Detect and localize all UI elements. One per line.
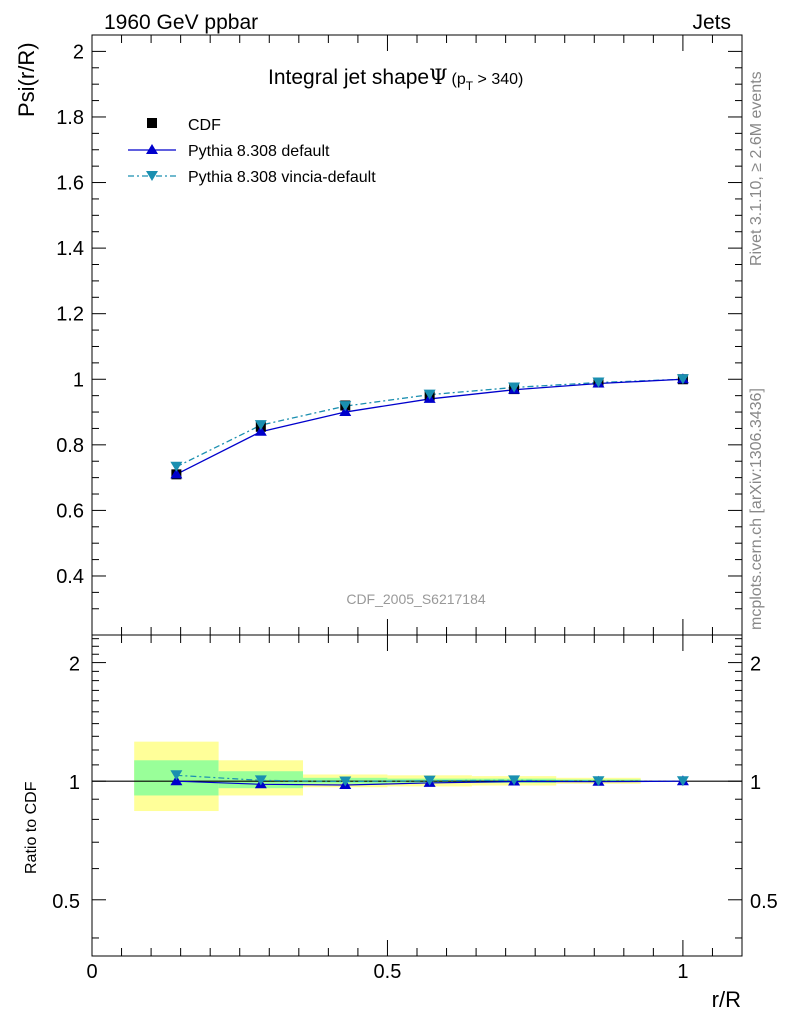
ratio-y-tick-label: 0.5 [52, 891, 80, 913]
x-axis-label: r/R [712, 987, 741, 1012]
plot-title: Integral jet shapeΨ (pT > 340) [268, 65, 523, 93]
data-point-vincia [170, 461, 183, 472]
main-y-tick-label: 1.2 [56, 304, 84, 326]
x-tick-label: 0.5 [374, 961, 402, 983]
main-y-tick-label: 1.8 [56, 107, 84, 129]
main-ylabel: Psi(r/R) [14, 42, 39, 117]
data-point-vincia [423, 389, 436, 400]
ratio-point-vincia [170, 770, 183, 781]
data-point-vincia [592, 377, 605, 388]
ratio-point-vincia [592, 776, 605, 787]
main-y-tick-label: 2 [73, 41, 84, 63]
ratio-point-vincia [508, 775, 521, 786]
legend: CDF Pythia 8.308 default Pythia 8.308 vi… [128, 117, 376, 186]
data-point-vincia [508, 382, 521, 393]
title-symbol: Ψ [429, 65, 447, 89]
analysis-watermark: CDF_2005_S6217184 [346, 591, 486, 607]
header-left: 1960 GeV ppbar [104, 11, 258, 34]
legend-marker-cdf [147, 118, 157, 128]
title-sub-open: (p [452, 71, 466, 88]
ratio-point-vincia [339, 776, 352, 787]
main-y-tick-label: 1 [73, 369, 84, 391]
x-tick-label: 0 [86, 961, 97, 983]
legend-label-default: Pythia 8.308 default [188, 143, 330, 160]
ratio-plot-frame [91, 634, 743, 957]
title-main: Integral jet shape [268, 66, 429, 89]
data-point-vincia [254, 420, 267, 431]
main-y-tick-label: 0.4 [56, 566, 84, 588]
ratio-point-vincia [423, 775, 436, 786]
data-point-default [254, 425, 267, 436]
legend-marker-default [146, 144, 158, 154]
ratio-ylabel: Ratio to CDF [23, 781, 40, 874]
data-point-vincia [339, 401, 352, 412]
legend-marker-vincia [146, 171, 158, 181]
main-y-tick-label: 1.6 [56, 173, 84, 195]
data-point-default [170, 468, 183, 479]
data-point-vincia [676, 374, 689, 385]
title-sub-index: T [466, 79, 474, 93]
ratio-y-tick-label: 1 [69, 772, 80, 794]
title-sub-close: > 340) [473, 71, 523, 88]
ratio-y-tick-label-right: 0.5 [750, 891, 778, 913]
header-right: Jets [692, 11, 731, 34]
ratio-y-tick-label-right: 2 [750, 654, 761, 676]
main-y-tick-label: 1.4 [56, 238, 84, 260]
main-y-tick-label: 0.8 [56, 435, 84, 457]
rivet-version-label: Rivet 3.1.10, ≥ 2.6M events [748, 71, 765, 266]
ratio-y-tick-label: 2 [69, 654, 80, 676]
ratio-point-vincia [254, 775, 267, 786]
mcplots-label: mcplots.cern.ch [arXiv:1306.3436] [748, 388, 765, 630]
legend-label-vincia: Pythia 8.308 vincia-default [188, 169, 376, 186]
ratio-y-tick-label-right: 1 [750, 772, 761, 794]
legend-label-cdf: CDF [188, 117, 221, 134]
x-tick-label: 1 [677, 961, 688, 983]
main-y-tick-label: 0.6 [56, 500, 84, 522]
ratio-point-vincia [676, 776, 689, 787]
